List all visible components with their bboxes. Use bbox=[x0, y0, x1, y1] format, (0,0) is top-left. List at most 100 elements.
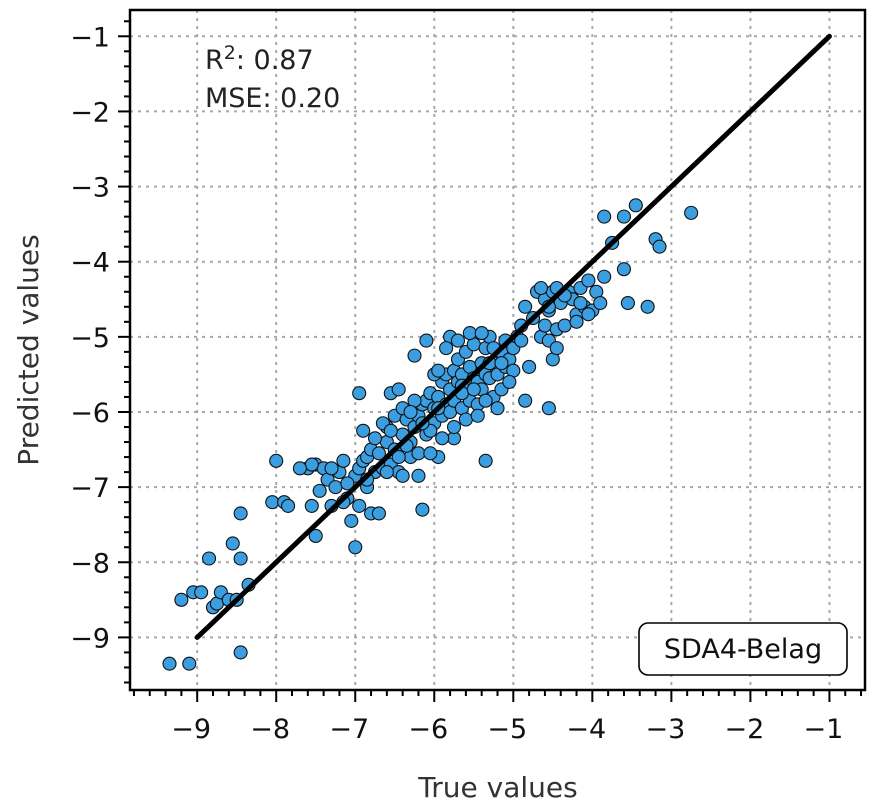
identity-line bbox=[194, 33, 832, 640]
data-point bbox=[423, 446, 438, 461]
y-tick-label: −4 bbox=[70, 248, 110, 279]
data-point bbox=[324, 461, 339, 476]
data-point bbox=[628, 198, 643, 213]
r2-value: : 0.87 bbox=[236, 45, 314, 76]
x-tick-label: −7 bbox=[329, 714, 369, 745]
data-point bbox=[411, 446, 426, 461]
x-tick-label: −4 bbox=[566, 714, 606, 745]
x-tick-label: −3 bbox=[645, 714, 685, 745]
data-point bbox=[352, 386, 367, 401]
data-point bbox=[435, 431, 450, 446]
r2-annotation: R2: 0.87 bbox=[205, 42, 314, 76]
x-axis-label: True values bbox=[417, 771, 577, 804]
data-point bbox=[522, 359, 537, 374]
data-point bbox=[616, 262, 632, 277]
data-point bbox=[640, 299, 655, 314]
data-point bbox=[490, 401, 505, 416]
data-point bbox=[684, 205, 699, 220]
y-tick-label: −5 bbox=[70, 323, 110, 354]
data-point bbox=[518, 299, 533, 314]
x-tick-label: −9 bbox=[171, 714, 211, 745]
data-point bbox=[348, 540, 363, 555]
data-point bbox=[201, 551, 217, 566]
data-point bbox=[304, 498, 319, 513]
data-point bbox=[233, 551, 248, 566]
y-tick-label: −1 bbox=[70, 22, 110, 53]
data-point bbox=[478, 453, 493, 468]
data-point bbox=[541, 401, 556, 416]
data-point bbox=[652, 239, 667, 254]
data-point bbox=[431, 363, 446, 378]
data-point bbox=[533, 280, 549, 296]
data-point bbox=[597, 209, 612, 224]
x-tick-labels: −9 −8 −7 −6 −5 −4 −3 −2 −1 bbox=[171, 714, 843, 745]
data-point bbox=[518, 393, 533, 408]
data-point bbox=[304, 457, 319, 472]
data-point bbox=[470, 408, 485, 423]
data-point bbox=[403, 404, 418, 420]
data-point bbox=[407, 348, 422, 363]
data-point bbox=[265, 495, 280, 510]
dataset-label: SDA4-Belag bbox=[664, 634, 822, 665]
data-point bbox=[458, 412, 473, 427]
r2-label: R bbox=[205, 45, 224, 76]
r2-superscript: 2 bbox=[224, 42, 236, 64]
y-tick-label: −7 bbox=[70, 473, 110, 504]
data-point bbox=[379, 465, 394, 480]
data-point bbox=[450, 333, 466, 348]
data-point bbox=[233, 645, 248, 660]
dataset-label-box bbox=[638, 622, 848, 676]
x-tick-label: −1 bbox=[804, 714, 844, 745]
data-point bbox=[597, 269, 612, 284]
data-point bbox=[292, 461, 307, 476]
data-point bbox=[494, 356, 509, 371]
data-point bbox=[474, 326, 489, 341]
data-point bbox=[514, 333, 529, 348]
data-point bbox=[466, 382, 481, 397]
data-point bbox=[411, 468, 426, 483]
data-point bbox=[371, 506, 387, 521]
y-axis-label: Predicted values bbox=[12, 234, 45, 465]
x-tick-label: −5 bbox=[487, 714, 527, 745]
data-point bbox=[174, 592, 189, 607]
data-point bbox=[581, 273, 596, 288]
data-point bbox=[573, 295, 588, 311]
data-point bbox=[367, 431, 383, 446]
data-point bbox=[616, 209, 632, 224]
y-tick-labels: −9 −8 −7 −6 −5 −4 −3 −2 −1 bbox=[70, 22, 110, 654]
data-point bbox=[462, 326, 477, 341]
mse-annotation: MSE: 0.20 bbox=[205, 83, 340, 114]
data-point bbox=[340, 476, 355, 491]
data-point bbox=[371, 446, 387, 461]
data-point bbox=[537, 318, 552, 333]
grid bbox=[130, 10, 865, 690]
data-point bbox=[446, 419, 462, 435]
data-point bbox=[225, 536, 240, 551]
plot-frame bbox=[128, 8, 867, 692]
data-point bbox=[281, 498, 296, 513]
data-point bbox=[233, 506, 248, 521]
y-tick-label: −8 bbox=[70, 548, 110, 579]
data-point bbox=[478, 393, 493, 408]
data-point bbox=[344, 513, 359, 528]
data-point bbox=[328, 480, 343, 495]
data-point bbox=[194, 585, 209, 600]
data-point bbox=[356, 423, 371, 438]
data-point bbox=[383, 423, 398, 438]
data-point bbox=[391, 382, 406, 397]
data-point bbox=[593, 295, 608, 311]
data-point bbox=[502, 374, 517, 389]
data-point bbox=[419, 333, 434, 348]
y-tick-label: −6 bbox=[70, 398, 110, 429]
data-point bbox=[336, 453, 351, 468]
data-point bbox=[312, 483, 327, 498]
data-point bbox=[162, 656, 177, 671]
data-point bbox=[439, 341, 454, 356]
data-point bbox=[415, 502, 430, 517]
y-tick-label: −9 bbox=[70, 623, 110, 654]
data-point bbox=[269, 453, 284, 468]
data-point bbox=[549, 341, 564, 356]
data-point bbox=[391, 450, 406, 465]
y-tick-label: −3 bbox=[70, 173, 110, 204]
